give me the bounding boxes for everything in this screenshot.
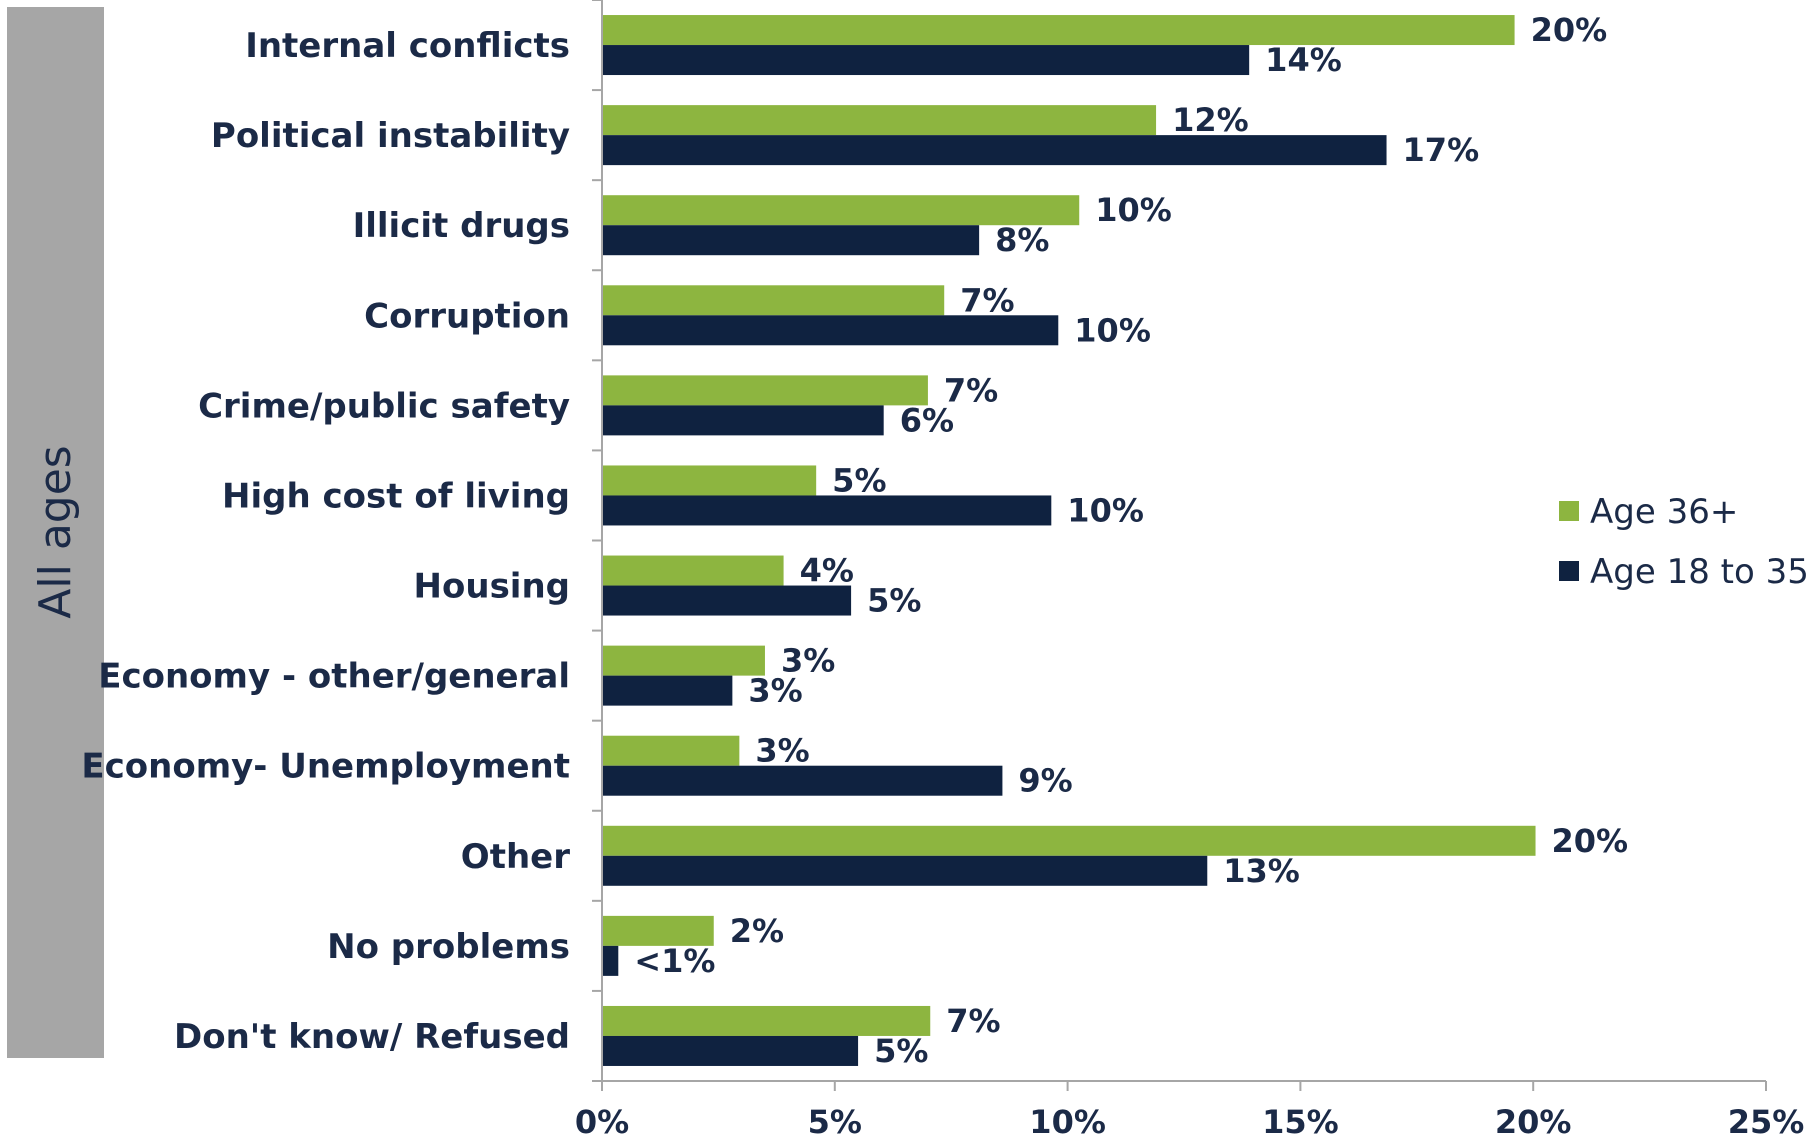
data-label: 13%: [1223, 852, 1300, 890]
category-label: Political instability: [211, 116, 570, 156]
bar-age-36-plus: [602, 555, 784, 586]
bar-age-36-plus: [602, 735, 740, 766]
category-label: Economy- Unemployment: [81, 747, 570, 787]
bar-age-36-plus: [602, 15, 1515, 46]
labels: Internal conflicts 20% 14% Political instab…: [81, 11, 1628, 1070]
bar-age-18-to-35: [602, 585, 852, 616]
legend-swatch: [1559, 501, 1579, 521]
x-tick-label: 0%: [575, 1103, 629, 1141]
axis-ticks: 0% 5% 10% 15% 20% 25%: [575, 0, 1804, 1141]
x-tick-label: 20%: [1495, 1103, 1572, 1141]
bar-age-18-to-35: [602, 315, 1059, 346]
bar-age-18-to-35: [602, 135, 1387, 166]
bar-age-18-to-35: [602, 855, 1208, 886]
x-tick-label: 5%: [808, 1103, 862, 1141]
data-label: 9%: [1018, 762, 1072, 800]
data-label: 10%: [1095, 191, 1172, 229]
category-label: Housing: [414, 567, 570, 607]
data-label: 8%: [995, 221, 1049, 259]
bar-age-36-plus: [602, 465, 817, 496]
legend-label: Age 36+: [1590, 492, 1738, 532]
data-label: 5%: [832, 461, 886, 499]
bar-age-36-plus: [602, 285, 945, 316]
data-label: 5%: [874, 1032, 928, 1070]
bar-age-18-to-35: [602, 495, 1052, 526]
data-label: 3%: [781, 642, 835, 680]
bar-age-36-plus: [602, 105, 1157, 136]
bar-age-18-to-35: [602, 945, 619, 976]
data-label: 17%: [1403, 131, 1480, 169]
category-label: Economy - other/general: [98, 657, 570, 697]
x-tick-label: 15%: [1262, 1103, 1339, 1141]
bar-age-36-plus: [602, 645, 765, 676]
x-tick-label: 10%: [1029, 1103, 1106, 1141]
bar-age-18-to-35: [602, 1035, 859, 1066]
data-label: 5%: [867, 582, 921, 620]
data-label: 20%: [1552, 822, 1629, 860]
data-label: 4%: [800, 552, 854, 590]
bar-age-36-plus: [602, 375, 928, 406]
data-label: 3%: [748, 672, 802, 710]
category-label: Crime/public safety: [198, 386, 570, 426]
data-label: 3%: [755, 732, 809, 770]
bar-age-36-plus: [602, 195, 1080, 226]
bar-age-36-plus: [602, 1005, 931, 1036]
bar-age-18-to-35: [602, 675, 733, 706]
data-label: 7%: [944, 371, 998, 409]
bar-age-36-plus: [602, 825, 1536, 856]
group-label-box: [7, 7, 104, 1058]
legend-label: Age 18 to 35: [1590, 552, 1809, 592]
bar-age-18-to-35: [602, 225, 980, 256]
bar-age-36-plus: [602, 915, 714, 946]
data-label: <1%: [634, 942, 715, 980]
data-label: 2%: [730, 912, 784, 950]
x-tick-label: 25%: [1728, 1103, 1805, 1141]
data-label: 12%: [1172, 101, 1249, 139]
category-label: Illicit drugs: [353, 206, 570, 246]
data-label: 20%: [1531, 11, 1608, 49]
category-label: Corruption: [364, 296, 570, 336]
legend-swatch: [1559, 561, 1579, 581]
bar-age-18-to-35: [602, 45, 1250, 76]
legend: Age 36+ Age 18 to 35: [1559, 492, 1809, 592]
category-label: Other: [461, 837, 570, 877]
data-label: 10%: [1074, 311, 1151, 349]
bar-age-18-to-35: [602, 765, 1003, 796]
group-label: All ages: [30, 445, 81, 618]
category-label: Internal conflicts: [245, 26, 570, 66]
category-label: No problems: [327, 927, 570, 967]
category-label: Don't know/ Refused: [174, 1017, 570, 1057]
category-label: High cost of living: [222, 476, 570, 516]
data-label: 10%: [1067, 491, 1144, 529]
data-label: 7%: [946, 1002, 1000, 1040]
data-label: 14%: [1265, 41, 1342, 79]
data-label: 7%: [960, 281, 1014, 319]
bar-age-18-to-35: [602, 405, 884, 436]
bars: [602, 15, 1536, 1066]
data-label: 6%: [900, 401, 954, 439]
